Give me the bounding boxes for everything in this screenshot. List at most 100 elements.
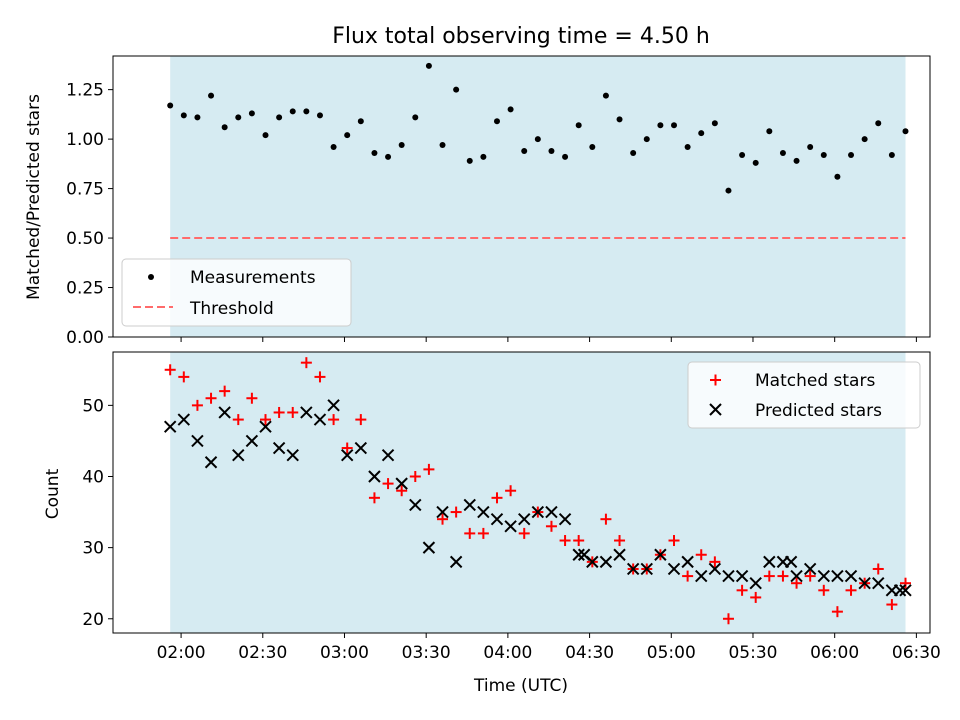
matched-star-point	[219, 385, 231, 397]
predicted-star-point	[893, 584, 907, 597]
top-y-tick-label: 0.75	[66, 180, 104, 200]
predicted-star-point	[803, 562, 817, 576]
matched-star-point	[791, 577, 803, 589]
predicted-star-point	[490, 512, 504, 526]
bottom-x-tick-label: 06:30	[892, 643, 941, 663]
matched-star-point	[804, 570, 816, 582]
predicted-star-point	[654, 548, 667, 561]
bottom-x-tick-label: 04:00	[483, 643, 532, 663]
top-axes-frame	[112, 55, 931, 338]
predicted-star-point	[204, 456, 218, 469]
measurement-point	[902, 128, 909, 135]
legend-label-matched-stars: Matched stars	[755, 371, 875, 391]
predicted-star-point	[626, 562, 640, 576]
matched-star-point	[232, 414, 244, 426]
predicted-star-point	[518, 512, 531, 526]
predicted-star-point	[259, 420, 272, 433]
bottom-x-tick-label: 02:00	[157, 643, 206, 663]
top-y-tick-label: 0.50	[66, 229, 104, 249]
predicted-star-point	[245, 434, 259, 448]
measurement-point	[385, 153, 392, 160]
bottom-legend: Matched stars Predicted stars	[687, 361, 921, 429]
predicted-star-point	[381, 448, 395, 462]
predicted-star-point	[722, 569, 735, 583]
predicted-star-point	[463, 498, 476, 512]
matched-star-point	[600, 513, 612, 525]
measurement-point	[793, 157, 800, 164]
matched-star-point	[328, 414, 340, 426]
matched-star-point	[614, 535, 626, 547]
measurement-point	[303, 108, 310, 115]
measurement-point	[698, 130, 705, 137]
measurement-point	[548, 147, 555, 154]
predicted-star-point	[749, 576, 762, 590]
predicted-star-point	[436, 505, 449, 519]
predicted-star-point	[599, 555, 613, 569]
chart-title: Flux total observing time = 4.50 h	[332, 24, 710, 49]
measurement-point	[602, 92, 609, 99]
predicted-star-point	[790, 569, 803, 583]
measurement-point	[725, 187, 732, 194]
matched-star-point	[437, 513, 449, 525]
matched-star-point	[736, 584, 748, 596]
measurement-point	[453, 86, 460, 93]
matched-star-point	[423, 463, 435, 475]
bottom-y-tick-label: 20	[82, 610, 104, 630]
matched-star-point	[777, 570, 789, 582]
predicted-star-point	[531, 505, 545, 519]
measurement-point	[779, 149, 786, 156]
predicted-star-point	[572, 548, 585, 561]
matched-star-point	[518, 527, 530, 539]
matched-star-point	[477, 527, 489, 539]
measurement-point	[752, 159, 759, 166]
bottom-x-tick-label: 03:00	[320, 643, 369, 663]
bottom-x-tick-label: 02:30	[238, 643, 287, 663]
matched-star-point	[722, 613, 734, 625]
bottom-panel: 20 30 40 50 02:00 02:30 03:00 03:30 04:00 04:30 0…	[43, 351, 941, 696]
matched-star-point	[668, 535, 680, 547]
predicted-star-point	[177, 413, 191, 426]
measurement-point	[711, 120, 718, 127]
matched-star-point	[750, 591, 762, 603]
measurement-point	[371, 149, 378, 156]
matched-star-point	[246, 392, 258, 404]
legend-label-threshold: Threshold	[189, 299, 274, 319]
predicted-star-point	[340, 448, 354, 462]
top-legend: Measurements Threshold	[121, 258, 352, 327]
measurement-point	[357, 118, 364, 125]
matched-star-point	[845, 584, 857, 596]
matched-star-point	[341, 442, 353, 454]
matched-star-point	[505, 485, 517, 497]
measurement-point	[167, 102, 174, 109]
predicted-star-point	[163, 420, 177, 433]
measurement-point	[671, 122, 678, 129]
measurement-point	[888, 151, 895, 158]
measurement-point	[221, 124, 228, 131]
measurement-point	[276, 114, 283, 121]
measurement-point	[643, 136, 650, 143]
predicted-star-point	[422, 541, 436, 554]
measurement-point	[235, 114, 242, 121]
predicted-star-point	[286, 448, 299, 462]
matched-star-point	[464, 527, 476, 539]
measurement-point	[534, 136, 541, 143]
predicted-star-point	[858, 576, 871, 590]
legend-marker-matched-stars	[710, 374, 721, 386]
matched-star-point	[273, 406, 285, 418]
predicted-star-point	[218, 406, 231, 419]
matched-star-point	[695, 549, 707, 561]
measurement-point	[562, 153, 569, 160]
measurement-point	[180, 112, 187, 119]
matched-star-point	[382, 478, 394, 490]
measurement-point	[344, 132, 351, 139]
measurement-point	[493, 118, 500, 125]
matched-star-point	[287, 406, 299, 418]
measurement-point	[875, 120, 882, 127]
measurement-point	[316, 112, 323, 119]
predicted-star-point	[449, 555, 463, 569]
predicted-star-point	[368, 470, 381, 483]
matched-star-point	[899, 577, 911, 589]
predicted-star-point	[232, 448, 245, 462]
predicted-star-point	[354, 441, 368, 455]
matched-star-point	[450, 506, 462, 518]
